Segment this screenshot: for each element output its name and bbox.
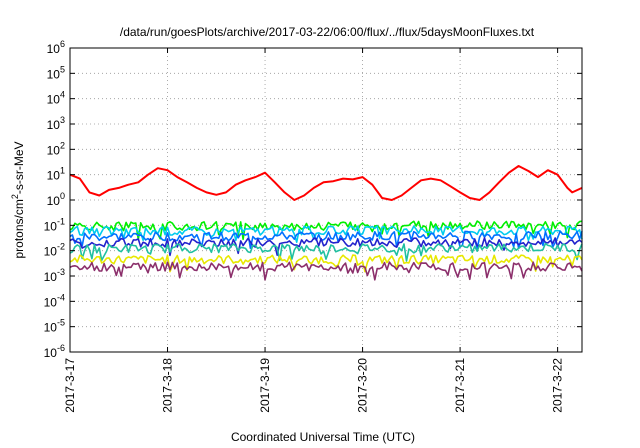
x-tick-labels: 2017-3-17 2017-3-18 2017-3-19 2017-3-20 2017… xyxy=(63,48,565,413)
y-tick-label: 102 xyxy=(47,140,65,157)
y-tick-base: 10 xyxy=(47,169,61,183)
x-tick-label: 2017-3-22 xyxy=(551,358,565,413)
grid-lines xyxy=(70,48,582,352)
y-tick-label: 10-2 xyxy=(44,242,65,259)
y-tick-base: 10 xyxy=(47,67,61,81)
x-tick-label: 2017-3-20 xyxy=(356,358,370,413)
y-tick-label: 106 xyxy=(47,39,65,56)
series-line-7 xyxy=(69,261,583,281)
y-tick-exp: -6 xyxy=(57,343,65,353)
y-label-rest: -s-sr-MeV xyxy=(12,141,26,194)
y-tick-exp: 3 xyxy=(60,115,65,125)
y-tick-exp: -5 xyxy=(57,318,65,328)
y-tick-base: 10 xyxy=(47,42,61,56)
x-axis-label: Coordinated Universal Time (UTC) xyxy=(231,430,415,444)
y-tick-label: 101 xyxy=(47,166,65,183)
x-tick-label: 2017-3-19 xyxy=(258,358,272,413)
series-line-6 xyxy=(69,254,583,273)
y-label-sup: 2 xyxy=(10,194,20,199)
y-tick-base: 10 xyxy=(47,194,61,208)
y-tick-label: 103 xyxy=(47,115,65,132)
y-tick-label: 104 xyxy=(47,90,65,107)
y-tick-exp: 1 xyxy=(60,166,65,176)
y-tick-label: 100 xyxy=(47,191,65,208)
y-tick-labels: 10-610-510-410-310-210-11001011021031041… xyxy=(44,39,582,360)
series-line-5 xyxy=(69,242,583,262)
y-tick-label: 105 xyxy=(47,64,65,81)
y-axis-label: protons/cm2-s-sr-MeV xyxy=(10,141,26,258)
y-tick-base: 10 xyxy=(44,295,58,309)
y-tick-label: 10-4 xyxy=(44,292,65,309)
x-tick-label: 2017-3-17 xyxy=(63,358,77,413)
y-tick-exp: 5 xyxy=(60,64,65,74)
y-tick-label: 10-5 xyxy=(44,318,65,335)
series-lines xyxy=(69,165,583,281)
y-tick-base: 10 xyxy=(44,346,58,360)
y-tick-exp: -2 xyxy=(57,242,65,252)
x-tick-label: 2017-3-21 xyxy=(453,358,467,413)
y-tick-base: 10 xyxy=(47,118,61,132)
y-tick-base: 10 xyxy=(44,321,58,335)
y-tick-exp: 4 xyxy=(60,90,65,100)
y-tick-label: 10-1 xyxy=(44,216,65,233)
y-tick-label: 10-3 xyxy=(44,267,65,284)
y-tick-exp: -1 xyxy=(57,216,65,226)
y-tick-label: 10-6 xyxy=(44,343,65,360)
y-tick-exp: 2 xyxy=(60,140,65,150)
y-tick-exp: 6 xyxy=(60,39,65,49)
series-line-0 xyxy=(69,165,583,201)
y-tick-exp: -4 xyxy=(57,292,65,302)
y-label-base: protons/cm xyxy=(12,199,26,258)
y-tick-exp: 0 xyxy=(60,191,65,201)
series-line-3 xyxy=(69,230,583,250)
y-tick-base: 10 xyxy=(47,143,61,157)
x-tick-label: 2017-3-18 xyxy=(161,358,175,413)
y-tick-base: 10 xyxy=(44,245,58,259)
series-line-2 xyxy=(69,225,583,243)
chart-title: /data/run/goesPlots/archive/2017-03-22/0… xyxy=(120,25,535,39)
y-tick-base: 10 xyxy=(44,270,58,284)
y-tick-exp: -3 xyxy=(57,267,65,277)
y-tick-base: 10 xyxy=(47,93,61,107)
y-tick-base: 10 xyxy=(44,219,58,233)
